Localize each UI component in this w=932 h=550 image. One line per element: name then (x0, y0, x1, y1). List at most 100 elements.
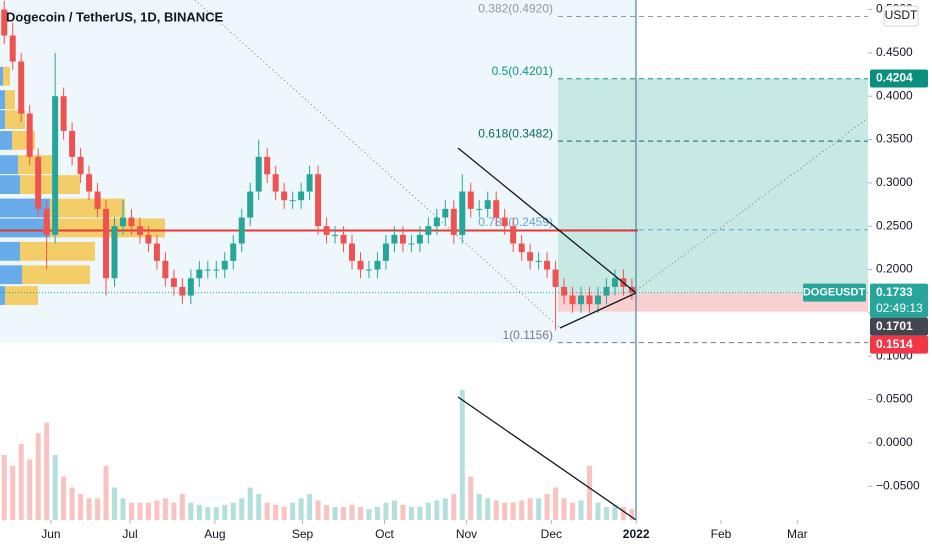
volume-bar (417, 507, 423, 520)
y-tick-label: 0.4000 (876, 88, 913, 102)
candle-body (77, 156, 84, 175)
currency-box[interactable] (883, 5, 919, 27)
candle-body (425, 226, 432, 235)
candle-body (204, 269, 211, 271)
y-tick-label: −0.0500 (876, 478, 920, 492)
y-tick-label: 0.3000 (876, 175, 913, 189)
volume-bar (188, 502, 194, 520)
candle-body (484, 200, 491, 209)
volume-bar (341, 507, 347, 520)
profile-up (0, 198, 50, 218)
volume-bar (239, 498, 245, 520)
candle-body (510, 226, 517, 244)
candle-body (230, 243, 237, 261)
fib-label: 1(0.1156) (503, 328, 553, 342)
triangle-line (457, 147, 637, 294)
target-tag: 0.4204 (876, 71, 913, 85)
x-tick-label: Jun (41, 527, 60, 541)
y-tick-label: 0.0000 (876, 435, 913, 449)
candle-body (501, 217, 508, 227)
profile-up (0, 218, 50, 238)
candle-body (578, 295, 585, 305)
volume-bar (620, 507, 626, 520)
fib-label: 0.786(0.2459) (478, 215, 553, 229)
candle-body (433, 217, 440, 227)
volume-bar (290, 502, 296, 520)
volume-bar (595, 502, 601, 520)
volume-bar (425, 502, 431, 520)
candle-body (476, 208, 483, 210)
volume-bar (264, 502, 270, 520)
volume-bar (629, 509, 635, 520)
candle-body (1, 9, 8, 36)
stop-tag: 0.1514 (876, 337, 913, 351)
candle-body (552, 269, 559, 287)
candle-body (43, 208, 50, 235)
candle-body (179, 286, 186, 296)
volume-bar (612, 504, 618, 520)
candle-body (145, 234, 152, 244)
candle-body (111, 226, 118, 279)
y-tick-label: 0.0500 (876, 392, 913, 406)
candle-body (450, 208, 457, 235)
candle-body (416, 234, 423, 244)
volume-bar (86, 498, 92, 520)
candle-body (9, 35, 16, 62)
candle-body (594, 295, 601, 305)
profile-up (0, 155, 18, 175)
candle-body (213, 269, 220, 271)
trend-dotted (629, 117, 869, 296)
fib-label: 0.382(0.4920) (478, 2, 553, 16)
volume-bar (273, 504, 279, 520)
x-tick-label: Oct (375, 527, 394, 541)
trend-dotted (194, 0, 561, 329)
profile-up (0, 175, 20, 194)
candle-body (221, 260, 228, 270)
volume-bar (374, 507, 380, 520)
volume-bar (603, 507, 609, 520)
volume-bar (112, 487, 118, 520)
volume-bar (502, 502, 508, 520)
volume-bar (332, 507, 338, 520)
volume-bar (298, 498, 304, 520)
volume-bar (78, 494, 84, 520)
candle-body (187, 278, 194, 296)
candle-body (365, 269, 372, 271)
candle-body (119, 217, 126, 227)
candle-body (603, 286, 610, 296)
candle-body (586, 295, 593, 305)
candle-body (569, 295, 576, 305)
volume-bar (366, 509, 372, 520)
profile-up (0, 131, 12, 150)
profile-up (0, 90, 5, 110)
symbol-tag-box (803, 283, 866, 302)
y-tick-label: 0.2500 (876, 218, 913, 232)
volume-bar (324, 504, 330, 520)
candle-body (561, 286, 568, 296)
profile-down (5, 286, 38, 305)
volume-bar (222, 504, 228, 520)
volume-bar (103, 465, 109, 520)
candle-body (340, 234, 347, 244)
volume-bar (247, 487, 253, 520)
candle-body (493, 200, 500, 218)
fib-label: 0.5(0.4201) (492, 64, 553, 78)
volume-bar (544, 494, 550, 520)
volume-bar (1, 455, 7, 520)
volume-trend-line (457, 396, 637, 521)
volume-bar (120, 498, 126, 520)
y-tick-label: 0.3500 (876, 132, 913, 146)
candle-body (35, 156, 42, 209)
volume-bar (95, 498, 101, 520)
volume-bar (205, 507, 211, 520)
triangle-line (559, 292, 637, 329)
volume-bar (587, 465, 593, 520)
volume-bar (145, 502, 151, 520)
volume-bar (35, 433, 41, 520)
chart-title: Dogecoin / TetherUS, 1D, BINANCE (6, 9, 224, 24)
profile-down (50, 198, 125, 218)
price-axis (868, 0, 932, 550)
candle-body (459, 191, 466, 235)
volume-bar (553, 487, 559, 520)
